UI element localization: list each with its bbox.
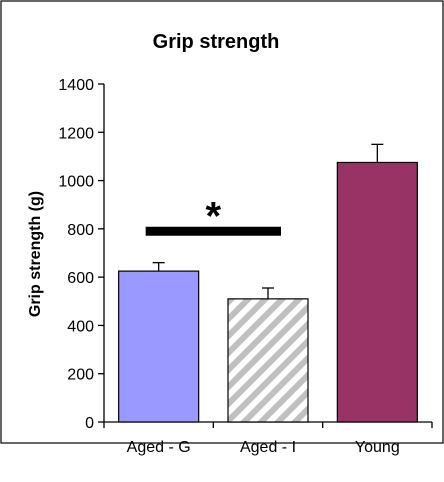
y-tick-label: 0: [85, 415, 94, 432]
significance-annotation: *: [145, 194, 281, 238]
x-tick-label: Aged - G: [127, 439, 191, 456]
y-tick-label: 400: [67, 318, 94, 335]
significance-star: *: [206, 194, 222, 238]
x-tick-label: Young: [355, 439, 400, 456]
bar: [118, 270, 200, 423]
y-tick-label: 800: [67, 222, 94, 239]
y-axis-label: Grip strength (g): [27, 191, 44, 317]
y-tick-label: 1400: [58, 77, 94, 94]
y-tick-label: 600: [67, 270, 94, 287]
bars-layer: [118, 143, 418, 423]
chart-frame: [0, 0, 444, 444]
axes-layer: 0 200 400 600 800 1000 1200 1400 Aged - G Aged - …: [58, 77, 433, 456]
y-tick-label: 1000: [58, 174, 94, 191]
y-tick-label: 200: [67, 367, 94, 384]
chart-title: Grip strength: [153, 31, 280, 53]
bar: [336, 161, 418, 423]
y-tick-label: 1200: [58, 125, 94, 142]
x-tick-label: Aged - I: [240, 439, 296, 456]
bar: [227, 298, 309, 423]
